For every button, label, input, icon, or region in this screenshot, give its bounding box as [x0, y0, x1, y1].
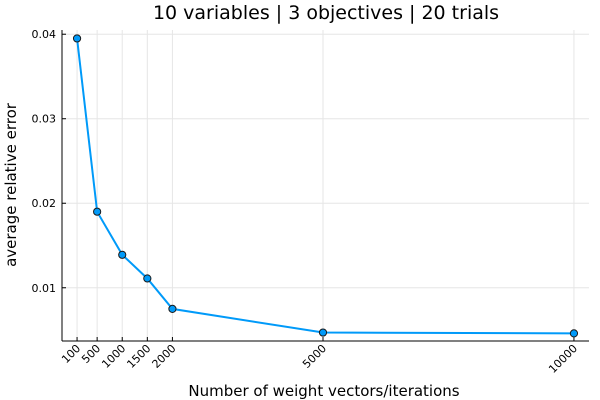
x-tick-label: 100 [59, 342, 83, 366]
data-point [168, 304, 177, 313]
x-tick-label: 1500 [124, 342, 153, 371]
data-point [93, 207, 102, 216]
y-tick-label: 0.02 [32, 197, 57, 210]
series-line [76, 38, 574, 335]
series [72, 34, 579, 338]
grid [62, 30, 589, 341]
y-tick-labels: 0.01 0.02 0.03 0.04 [32, 28, 57, 295]
axes [61, 30, 589, 342]
data-point [318, 328, 328, 337]
y-tick-label: 0.04 [32, 28, 57, 41]
x-tick-label: 5000 [300, 342, 329, 371]
data-point [72, 34, 82, 43]
chart-title: 10 variables | 3 objectives | 20 trials [153, 2, 499, 24]
data-point [143, 274, 152, 283]
x-axis-label: Number of weight vectors/iterations [188, 382, 459, 400]
x-tick-label: 1000 [99, 342, 128, 371]
y-tick-label: 0.03 [32, 113, 57, 126]
y-tick-label: 0.01 [32, 282, 57, 295]
x-tick-label: 10000 [546, 342, 580, 376]
data-point [118, 250, 127, 259]
y-axis-label: average relative error [2, 102, 20, 267]
x-tick-label: 2000 [150, 342, 179, 371]
data-point [569, 329, 579, 338]
